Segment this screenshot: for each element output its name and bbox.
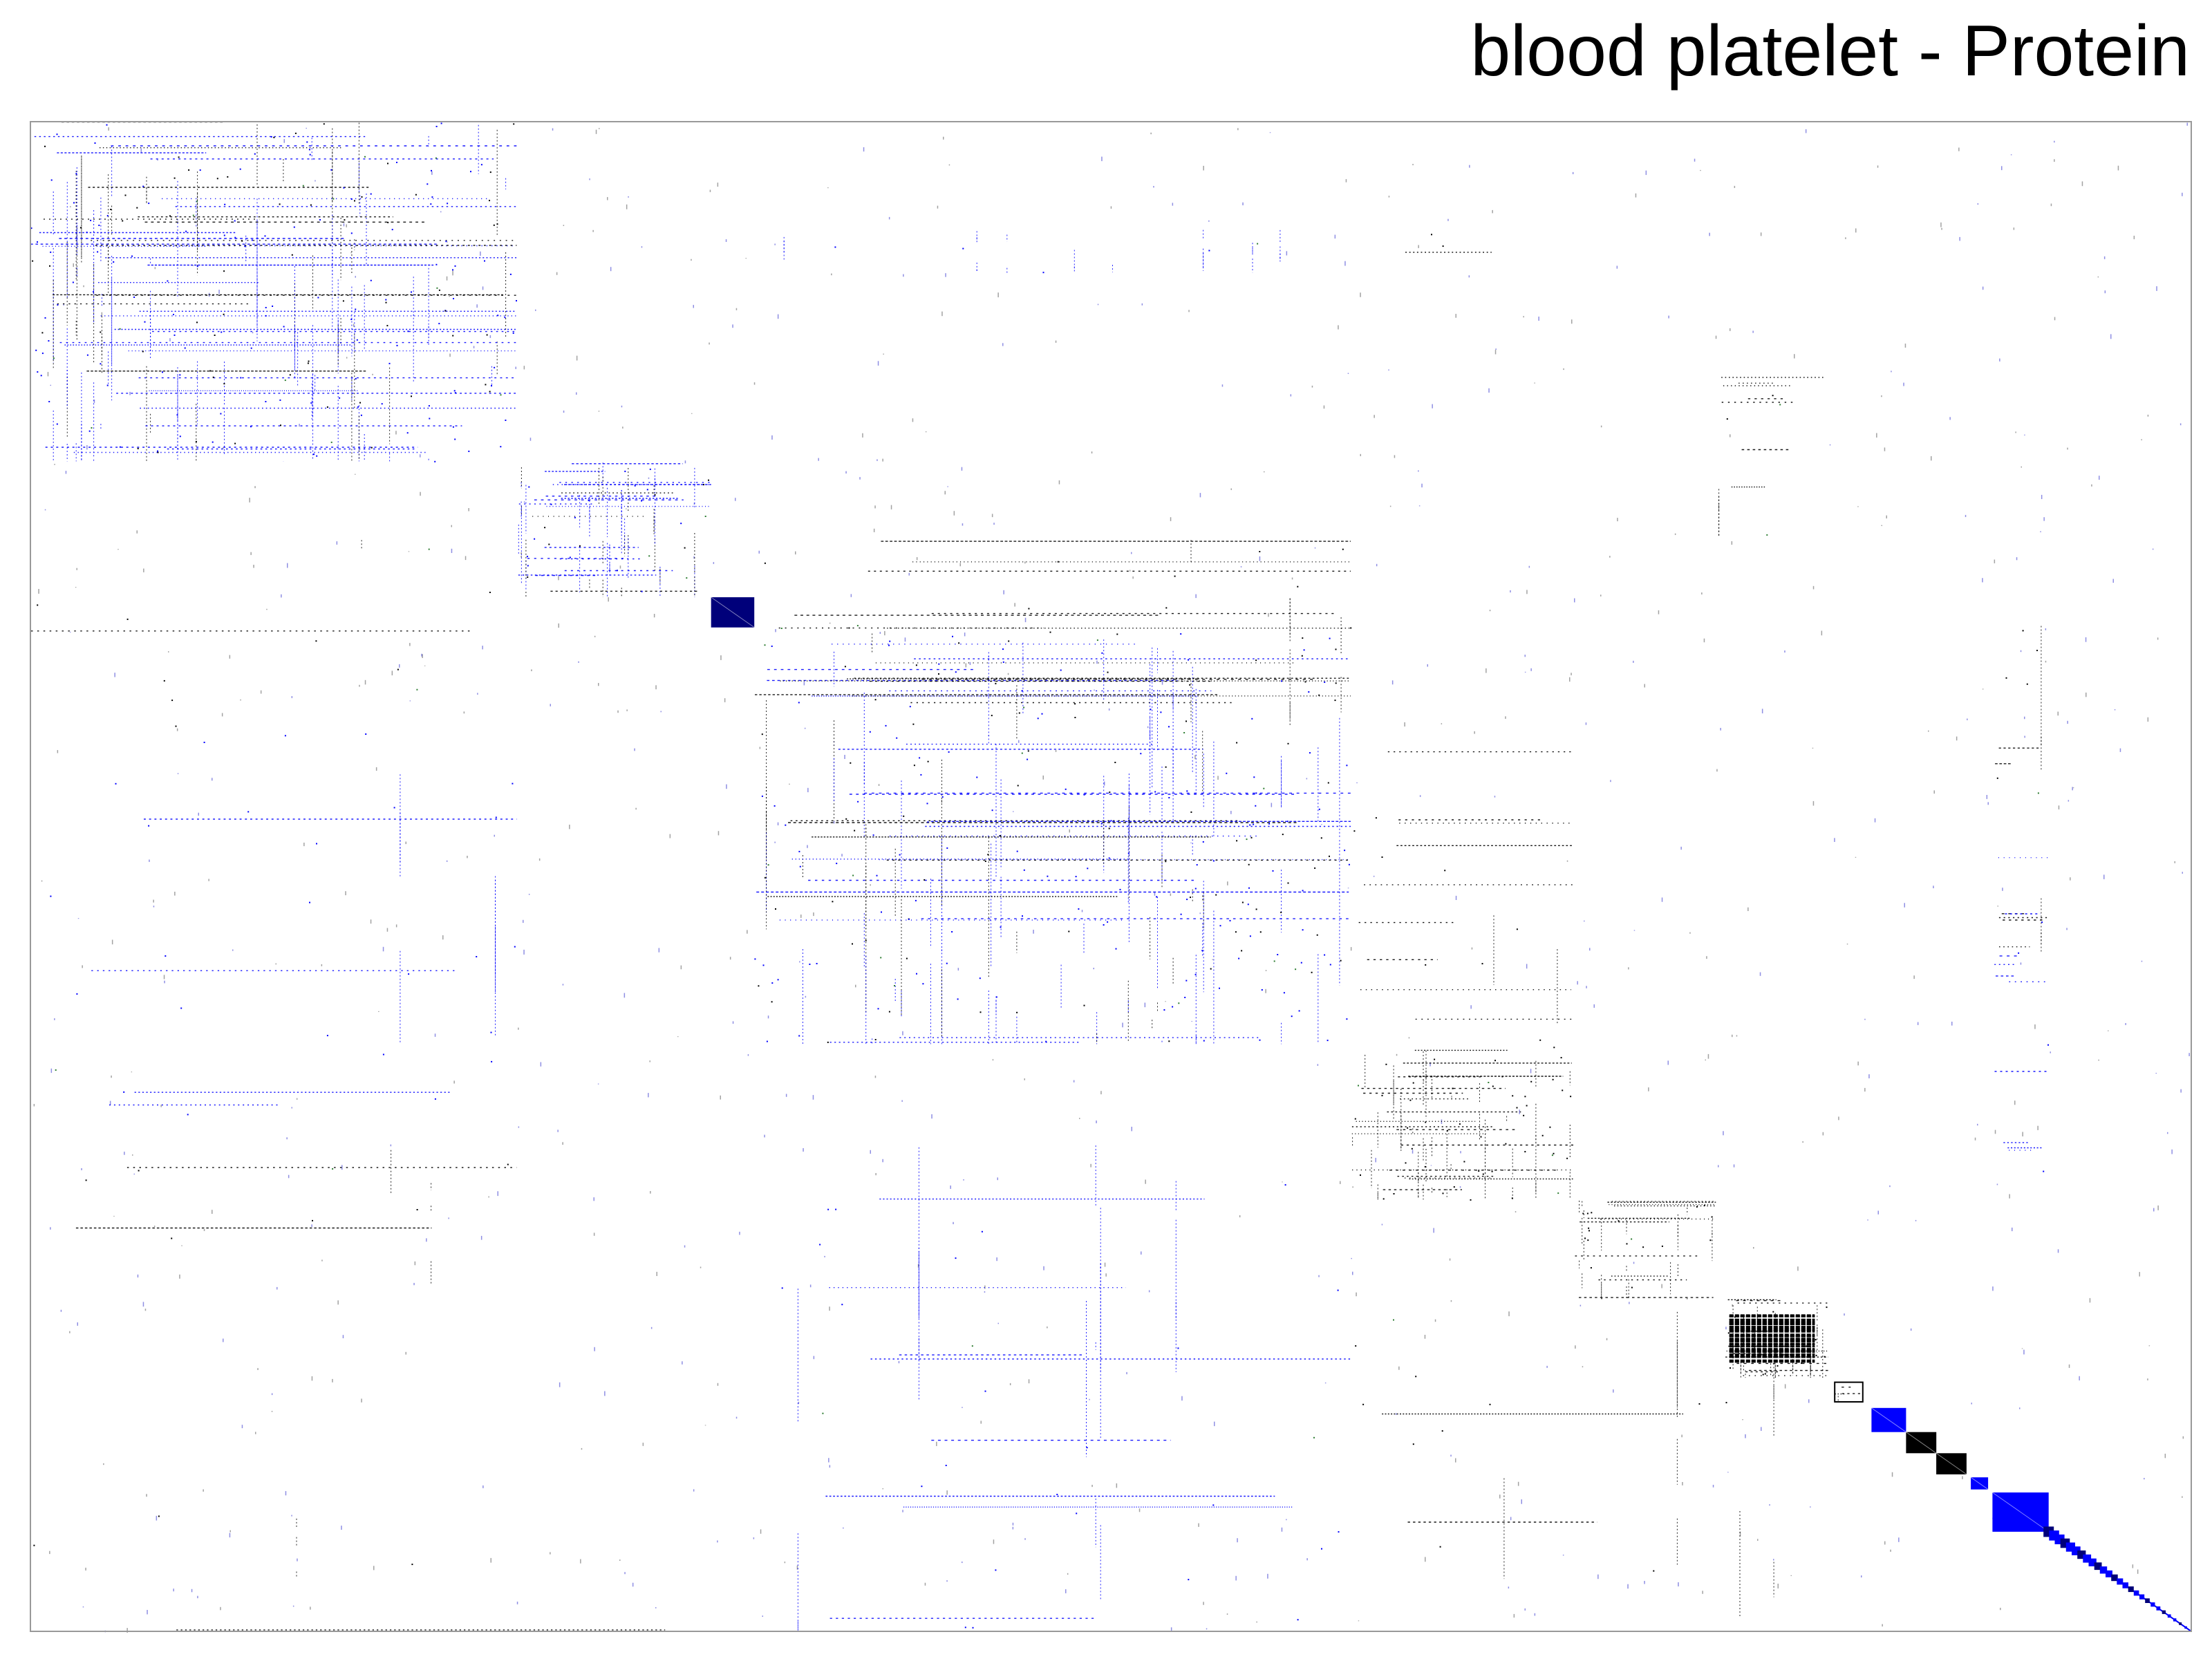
plot-frame bbox=[30, 121, 2192, 1632]
off-diagonal-feature bbox=[781, 1145, 1351, 1631]
background-sparse-entries bbox=[33, 122, 2190, 1633]
plot-area bbox=[30, 121, 2192, 1633]
diagonal-mini-block bbox=[2173, 1618, 2177, 1622]
diagonal-block bbox=[2043, 1526, 2192, 1632]
off-diagonal-feature bbox=[1995, 626, 2049, 953]
diagonal-block bbox=[518, 462, 711, 597]
diagonal-mini-block bbox=[2122, 1582, 2128, 1588]
off-diagonal-feature bbox=[783, 229, 1281, 274]
diagonal-mini-block bbox=[2094, 1562, 2102, 1571]
diagonal-line bbox=[1992, 1492, 2049, 1533]
diagonal-block bbox=[1992, 1492, 2049, 1533]
diagonal-mini-block bbox=[2179, 1622, 2182, 1625]
diagonal-block bbox=[1936, 1452, 1967, 1475]
diagonal-mini-block bbox=[2083, 1554, 2092, 1563]
diagonal-block bbox=[1834, 1381, 1864, 1403]
diagonal-block-outline bbox=[1834, 1381, 1864, 1403]
diagonal-mini-block bbox=[2150, 1602, 2155, 1607]
off-diagonal-feature bbox=[1355, 1311, 1774, 1617]
chart-title: blood platelet - Protein bbox=[1470, 11, 2190, 91]
off-diagonal-feature bbox=[33, 1515, 666, 1631]
diagonal-mini-block bbox=[2162, 1610, 2166, 1614]
diagonal-line bbox=[1970, 1477, 1989, 1490]
diagonal-line bbox=[1871, 1407, 1906, 1433]
diagonal-mini-block bbox=[2128, 1586, 2134, 1593]
off-diagonal-feature bbox=[50, 733, 517, 1116]
diagonal-line bbox=[711, 597, 755, 628]
diagonal-block bbox=[30, 121, 517, 462]
diagonal-mini-block bbox=[2099, 1566, 2108, 1574]
off-diagonal-feature bbox=[31, 540, 491, 727]
diagonal-mini-block bbox=[2106, 1570, 2112, 1577]
diagonal-block bbox=[711, 597, 755, 628]
diagonal-mini-block bbox=[2184, 1626, 2187, 1629]
diagonal-block bbox=[1725, 1299, 1828, 1378]
diagonal-mini-block bbox=[2139, 1594, 2145, 1600]
diagonal-mini-block bbox=[2117, 1578, 2124, 1585]
off-diagonal-feature bbox=[1405, 234, 1492, 253]
diagonal-mini-block bbox=[2111, 1574, 2118, 1582]
diagonal-mini-block bbox=[2167, 1614, 2171, 1618]
diagonal-block bbox=[1575, 1200, 1716, 1300]
diagonal-line bbox=[1936, 1452, 1967, 1475]
diagonal-mini-block bbox=[2145, 1598, 2150, 1603]
diagonal-block bbox=[754, 627, 1351, 1044]
diagonal-block bbox=[1351, 1047, 1573, 1201]
off-diagonal-feature bbox=[1718, 377, 1825, 537]
diagonal-block bbox=[1906, 1432, 1937, 1454]
diagonal-mini-block bbox=[2156, 1606, 2161, 1611]
diagonal-mini-block bbox=[2088, 1558, 2097, 1566]
diagonal-block bbox=[1871, 1407, 1906, 1433]
off-diagonal-feature bbox=[764, 540, 1352, 726]
diagonal-block bbox=[1970, 1477, 1989, 1490]
off-diagonal-feature bbox=[1353, 751, 1573, 1113]
diagonal-line bbox=[1906, 1432, 1937, 1454]
diagonal-mini-block bbox=[2133, 1590, 2139, 1596]
off-diagonal-feature bbox=[75, 1150, 517, 1284]
off-diagonal-feature bbox=[1994, 856, 2049, 1172]
